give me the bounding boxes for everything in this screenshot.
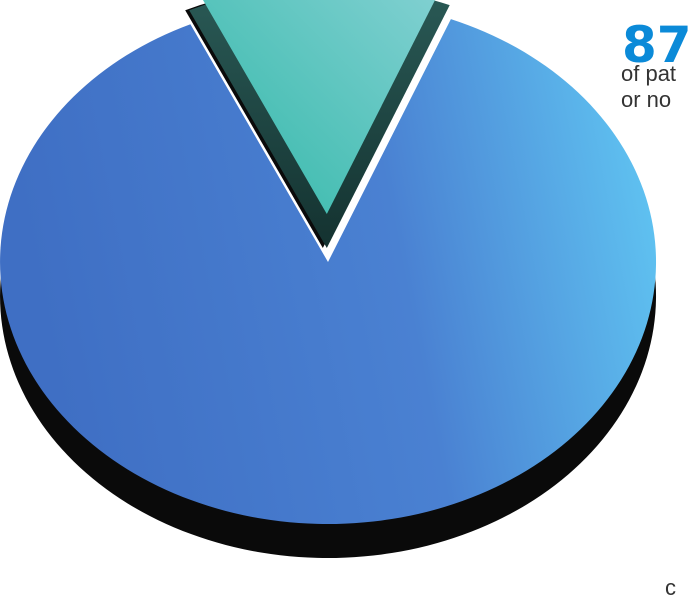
pie-group — [0, 0, 657, 559]
caption-line-1: of pat — [621, 61, 677, 86]
pie-slice-1 — [202, 0, 436, 215]
percentage-label: 87 — [622, 16, 690, 74]
pie-slice-0 — [0, 19, 657, 525]
caption-line-2: or no — [621, 87, 672, 112]
caption-line-3: c — [665, 575, 676, 600]
